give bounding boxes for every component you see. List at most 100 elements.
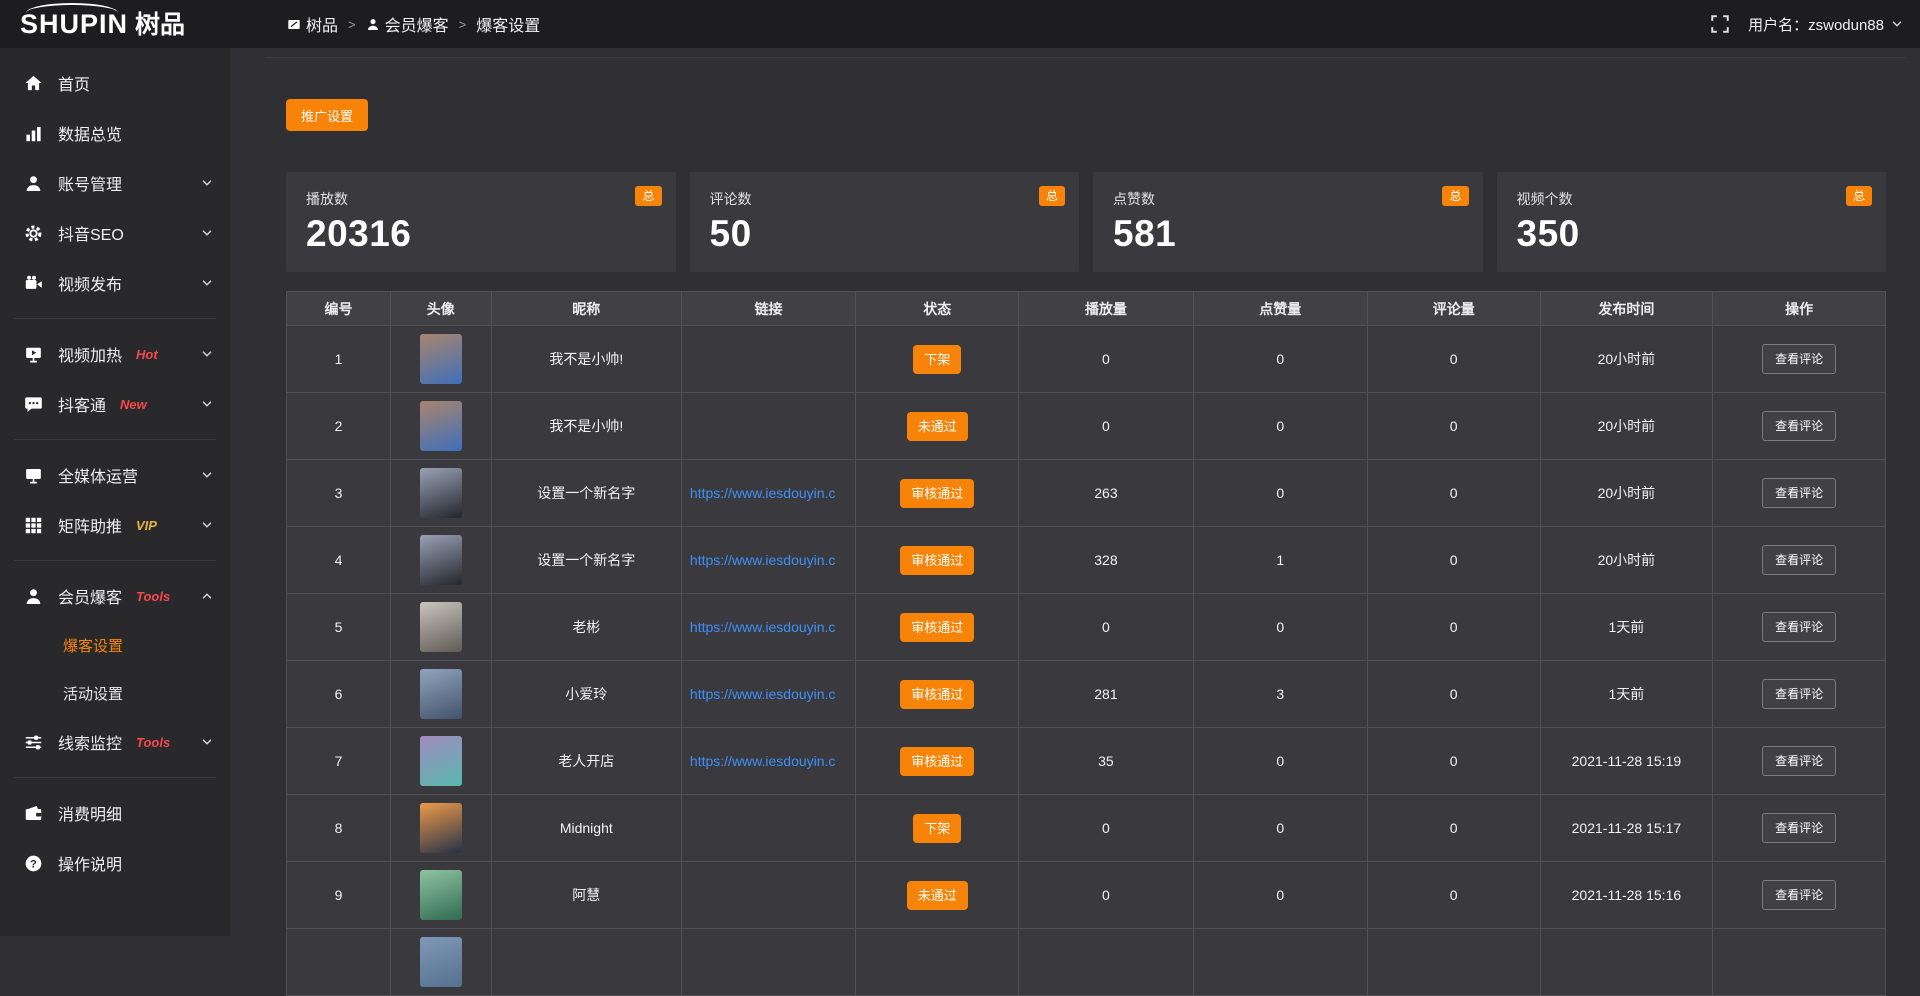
user-icon bbox=[24, 174, 43, 193]
cell-link: https://www.iesdouyin.c bbox=[680, 459, 857, 527]
sidebar-item-1[interactable]: 数据总览 bbox=[0, 108, 230, 158]
sidebar-item-10[interactable]: 矩阵助推 VIP bbox=[0, 500, 230, 550]
status-badge[interactable]: 未通过 bbox=[906, 411, 968, 441]
table-row: 2 我不是小帅! 未通过 0 0 0 20小时前 查看评论 bbox=[286, 392, 1886, 460]
status-badge[interactable]: 审核通过 bbox=[900, 679, 975, 709]
cell-action: 查看评论 bbox=[1712, 325, 1886, 393]
sidebar-item-6[interactable]: 视频加热 Hot bbox=[0, 329, 230, 379]
table-row: 7 老人开店 https://www.iesdouyin.c 审核通过 35 0 0 2021… bbox=[286, 727, 1886, 795]
stat-value: 350 bbox=[1516, 213, 1580, 254]
status-badge[interactable]: 下架 bbox=[913, 813, 962, 843]
profile-link[interactable]: https://www.iesdouyin.c bbox=[689, 485, 836, 501]
total-badge: 总 bbox=[1845, 186, 1872, 206]
sidebar-item-12[interactable]: 会员爆客 Tools bbox=[0, 571, 230, 621]
view-comments-button[interactable]: 查看评论 bbox=[1762, 411, 1837, 441]
sidebar-item-0[interactable]: 首页 bbox=[0, 58, 230, 108]
view-comments-button[interactable]: 查看评论 bbox=[1762, 880, 1837, 910]
chevron-down-icon bbox=[200, 397, 214, 411]
cell-id: 5 bbox=[286, 593, 391, 661]
stat-label: 评论数 bbox=[709, 191, 752, 207]
cell-nickname: 小爱玲 bbox=[490, 660, 682, 728]
view-comments-button[interactable]: 查看评论 bbox=[1762, 344, 1837, 374]
cell-action: 查看评论 bbox=[1712, 526, 1886, 594]
sidebar-item-label: 数据总览 bbox=[58, 127, 123, 144]
chevron-down-icon bbox=[200, 468, 214, 482]
profile-link[interactable]: https://www.iesdouyin.c bbox=[689, 619, 836, 635]
cell-nickname: 阿慧 bbox=[490, 861, 682, 929]
cell-time: 2021-11-28 15:19 bbox=[1539, 727, 1714, 795]
cell-time: 20小时前 bbox=[1539, 392, 1714, 460]
view-comments-button[interactable]: 查看评论 bbox=[1762, 679, 1837, 709]
view-comments-button[interactable]: 查看评论 bbox=[1762, 545, 1837, 575]
sidebar-item-16[interactable]: ? 操作说明 bbox=[0, 838, 230, 888]
cell-likes: 0 bbox=[1192, 593, 1368, 661]
view-comments-button[interactable]: 查看评论 bbox=[1762, 746, 1837, 776]
status-badge[interactable]: 审核通过 bbox=[900, 478, 975, 508]
user-menu[interactable]: 用户名：zswodun88 bbox=[1748, 14, 1904, 35]
cell-likes: 0 bbox=[1192, 861, 1368, 929]
avatar bbox=[419, 334, 462, 384]
sidebar-item-2[interactable]: 账号管理 bbox=[0, 158, 230, 208]
stat-value: 50 bbox=[709, 213, 752, 254]
view-comments-button[interactable]: 查看评论 bbox=[1762, 612, 1837, 642]
cell-comments bbox=[1366, 928, 1541, 996]
cell-plays: 35 bbox=[1018, 727, 1194, 795]
avatar bbox=[419, 468, 462, 518]
sidebar-divider bbox=[14, 560, 216, 561]
cell-link: https://www.iesdouyin.c bbox=[680, 593, 857, 661]
status-badge[interactable]: 审核通过 bbox=[900, 746, 975, 776]
promo-settings-button[interactable]: 推广设置 bbox=[286, 99, 369, 131]
username-label: 用户名：zswodun88 bbox=[1748, 16, 1884, 34]
cell-likes: 0 bbox=[1192, 325, 1368, 393]
cell-avatar bbox=[389, 861, 492, 929]
sidebar-subitem-0[interactable]: 爆客设置 bbox=[63, 637, 124, 655]
cell-status: 下架 bbox=[855, 325, 1020, 393]
cell-time: 20小时前 bbox=[1539, 325, 1714, 393]
sidebar-item-4[interactable]: 视频发布 bbox=[0, 258, 230, 308]
cell-status: 审核通过 bbox=[855, 593, 1020, 661]
breadcrumb-item-1[interactable]: 会员爆客 bbox=[366, 12, 449, 36]
status-badge[interactable]: 未通过 bbox=[906, 880, 968, 910]
total-badge: 总 bbox=[1038, 186, 1065, 206]
chart-icon bbox=[24, 124, 43, 143]
cell-likes: 0 bbox=[1192, 794, 1368, 862]
cell-id bbox=[286, 928, 391, 996]
sidebar-item-15[interactable]: 消费明细 bbox=[0, 788, 230, 838]
cell-nickname: 设置一个新名字 bbox=[490, 526, 682, 594]
stat-value: 20316 bbox=[306, 213, 412, 254]
breadcrumb-label: 树品 bbox=[306, 18, 339, 35]
cell-nickname: 我不是小帅! bbox=[490, 392, 682, 460]
sidebar-item-label: 线索监控 bbox=[58, 736, 123, 753]
sidebar-item-3[interactable]: 抖音SEO bbox=[0, 208, 230, 258]
cell-action: 查看评论 bbox=[1712, 593, 1886, 661]
stat-label: 视频个数 bbox=[1516, 191, 1573, 207]
breadcrumb-label: 爆客设置 bbox=[476, 18, 541, 35]
cell-comments: 0 bbox=[1366, 526, 1541, 594]
status-badge[interactable]: 下架 bbox=[913, 344, 962, 374]
breadcrumb-item-2[interactable]: 爆客设置 bbox=[476, 12, 540, 36]
profile-link[interactable]: https://www.iesdouyin.c bbox=[689, 686, 836, 702]
status-badge[interactable]: 审核通过 bbox=[900, 612, 975, 642]
profile-link[interactable]: https://www.iesdouyin.c bbox=[689, 552, 836, 568]
view-comments-button[interactable]: 查看评论 bbox=[1762, 813, 1837, 843]
sidebar-item-7[interactable]: 抖客通 New bbox=[0, 379, 230, 429]
view-comments-button[interactable]: 查看评论 bbox=[1762, 478, 1837, 508]
cell-status: 审核通过 bbox=[855, 660, 1020, 728]
sidebar-item-9[interactable]: 全媒体运营 bbox=[0, 450, 230, 500]
cell-likes: 1 bbox=[1192, 526, 1368, 594]
chevron-down-icon bbox=[200, 735, 214, 749]
cell-comments: 0 bbox=[1366, 392, 1541, 460]
status-badge[interactable]: 审核通过 bbox=[900, 545, 975, 575]
sidebar-subitem-1[interactable]: 活动设置 bbox=[63, 685, 124, 703]
fullscreen-icon[interactable] bbox=[1710, 14, 1730, 34]
cell-likes: 0 bbox=[1192, 459, 1368, 527]
cell-link bbox=[680, 861, 857, 929]
cell-likes: 0 bbox=[1192, 392, 1368, 460]
sidebar: 首页数据总览账号管理 抖音SEO 视频发布视频加热 Hot 抖客通 New 全媒体运营 矩阵助… bbox=[0, 48, 230, 936]
avatar bbox=[419, 669, 462, 719]
chevron-down-icon bbox=[200, 518, 214, 532]
cell-plays: 0 bbox=[1018, 794, 1194, 862]
profile-link[interactable]: https://www.iesdouyin.c bbox=[689, 753, 836, 769]
breadcrumb-item-0[interactable]: 树品 bbox=[287, 12, 338, 36]
sidebar-item-13[interactable]: 线索监控 Tools bbox=[0, 717, 230, 767]
